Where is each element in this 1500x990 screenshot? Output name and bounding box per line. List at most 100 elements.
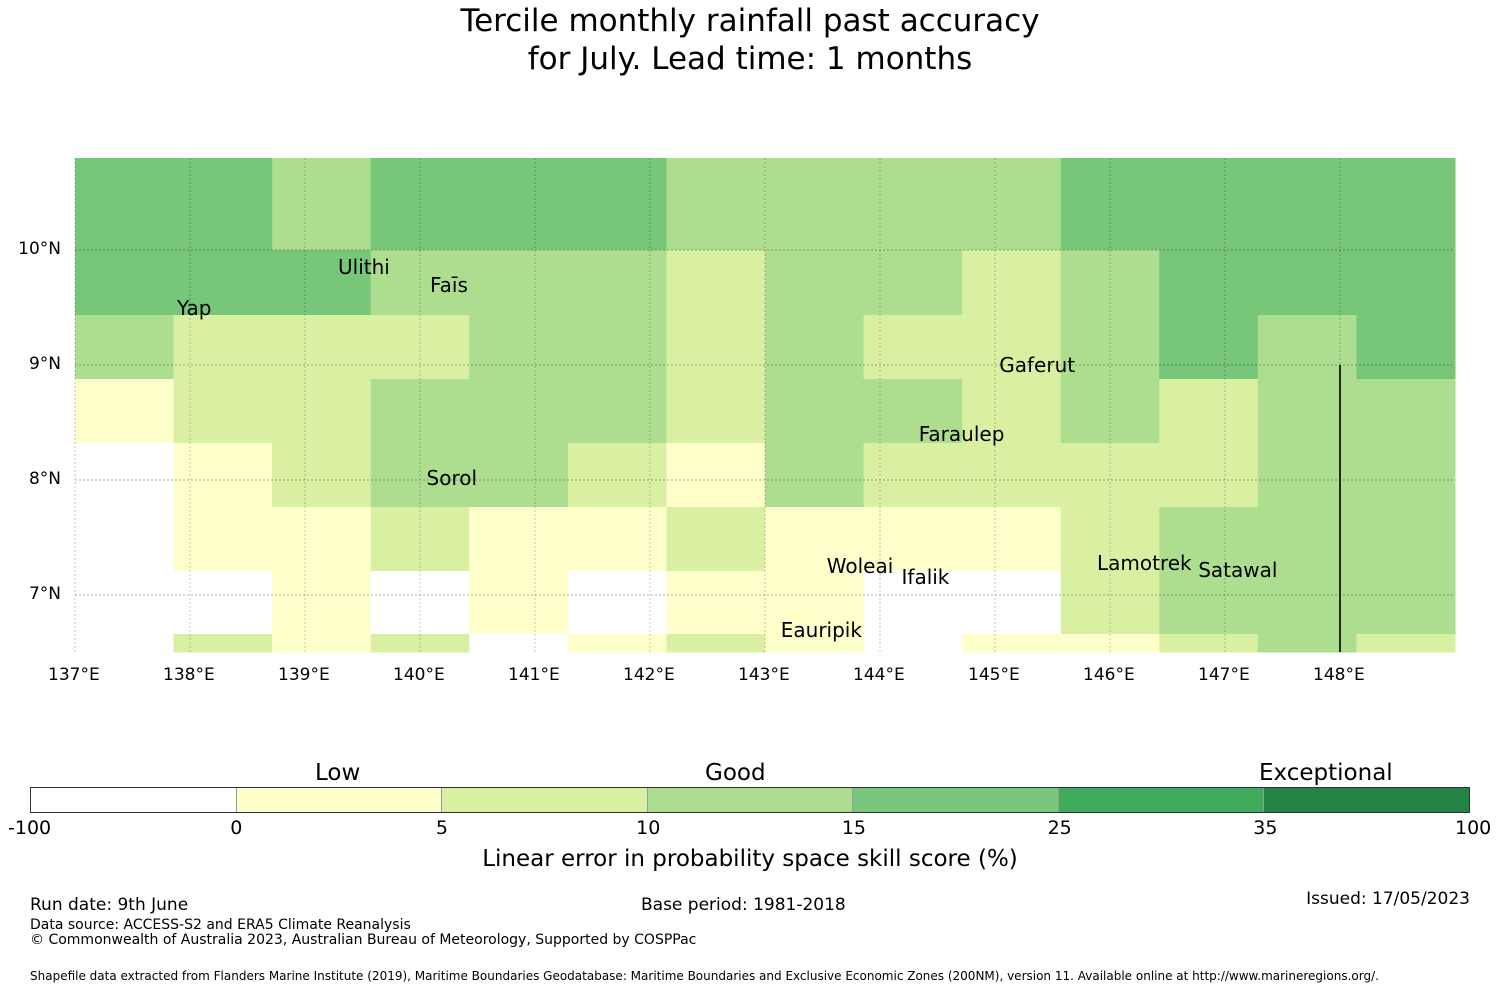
- colorbar-swatch: [1058, 788, 1265, 812]
- map-cell: [272, 634, 372, 653]
- legend-category-good: Good: [705, 760, 766, 786]
- map-cell: [1060, 158, 1160, 187]
- map-cell: [469, 315, 569, 380]
- map-cell: [469, 443, 569, 508]
- map-cell: [469, 379, 569, 444]
- colorbar-tick-label: 5: [435, 817, 449, 839]
- map-cell: [469, 250, 569, 316]
- map-cell: [863, 250, 963, 316]
- map-cell: [1356, 379, 1456, 444]
- map-cell: [1060, 315, 1160, 380]
- legend-category-exceptional: Exceptional: [1259, 760, 1393, 786]
- colorbar-swatch: [31, 788, 237, 812]
- map-cell: [962, 571, 1062, 635]
- map-cell: [666, 507, 766, 572]
- map-cell: [370, 443, 470, 508]
- map-cell: [765, 507, 865, 572]
- map-cell: [863, 315, 963, 380]
- longitude-tick-label: 140°E: [393, 665, 445, 685]
- map-cell: [75, 507, 175, 572]
- map-cell: [370, 507, 470, 572]
- place-label: Ulithi: [338, 255, 390, 280]
- map-cell: [75, 443, 175, 508]
- map-cell: [173, 571, 273, 635]
- map-cell: [666, 315, 766, 380]
- longitude-tick-label: 137°E: [48, 665, 100, 685]
- map-cell: [962, 158, 1062, 187]
- map-cell: [1257, 315, 1357, 380]
- longitude-tick-label: 141°E: [508, 665, 560, 685]
- map-cell: [272, 379, 372, 444]
- map-cell: [666, 158, 766, 187]
- map-cell: [765, 315, 865, 380]
- colorbar-swatch: [647, 788, 854, 812]
- longitude-tick-label: 148°E: [1313, 665, 1365, 685]
- map-cell: [863, 379, 963, 444]
- colorbar-tick-label: 35: [1253, 817, 1278, 839]
- map-gridlines: [74, 158, 1455, 652]
- latitude-tick-label: 8°N: [28, 469, 61, 489]
- map-cell: [469, 507, 569, 572]
- longitude-tick-label: 142°E: [623, 665, 675, 685]
- map-cell: [272, 507, 372, 572]
- map-cell: [1060, 571, 1160, 635]
- map-cell: [1060, 507, 1160, 572]
- map-cell: [1356, 250, 1456, 316]
- map-cell: [1356, 443, 1456, 508]
- latitude-tick-label: 7°N: [28, 584, 61, 604]
- place-label: Yap: [177, 295, 212, 320]
- colorbar-tick-label: 15: [841, 817, 867, 839]
- map-cell: [1060, 443, 1160, 508]
- map-cell: [962, 315, 1062, 380]
- map-cell: [1257, 443, 1357, 508]
- map-cell: [173, 634, 273, 653]
- map-cell: [370, 379, 470, 444]
- map-cell: [370, 250, 470, 316]
- place-label: Eauripik: [780, 617, 862, 642]
- map-cell: [962, 507, 1062, 572]
- map-cell: [469, 158, 569, 187]
- map-cell: [370, 315, 470, 380]
- issued-date: Issued: 17/05/2023: [1306, 889, 1470, 909]
- map-cell: [173, 315, 273, 380]
- data-source: Data source: ACCESS-S2 and ERA5 Climate …: [30, 917, 411, 933]
- map-cell: [962, 379, 1062, 444]
- longitude-tick-label: 143°E: [738, 665, 790, 685]
- map-cell: [173, 158, 273, 187]
- colorbar-swatch: [1264, 788, 1470, 812]
- latitude-tick-label: 9°N: [28, 354, 61, 374]
- map-cell: [1159, 443, 1259, 508]
- place-label: Lamotrek: [1097, 550, 1192, 575]
- map-cell: [567, 250, 667, 316]
- map-cell: [1257, 158, 1357, 187]
- map-cell: [272, 250, 372, 316]
- place-label: Ifalik: [901, 564, 950, 589]
- map-cell: [765, 443, 865, 508]
- map-cell: [370, 571, 470, 635]
- map-cell: [173, 507, 273, 572]
- map-cell: [567, 507, 667, 572]
- longitude-tick-label: 147°E: [1198, 665, 1250, 685]
- colorbar-label: Linear error in probability space skill …: [482, 846, 1018, 872]
- map-cell: [1159, 315, 1259, 380]
- map-cell: [1257, 379, 1357, 444]
- map-cell: [863, 443, 963, 508]
- map-cell: [75, 571, 175, 635]
- map-cell: [272, 571, 372, 635]
- colorbar-tick-label: 25: [1047, 817, 1072, 839]
- legend-category-low: Low: [315, 760, 361, 786]
- map-cell: [765, 571, 865, 635]
- map-cell: [75, 634, 175, 653]
- place-label: Faīs: [430, 272, 468, 297]
- base-period: Base period: 1981-2018: [641, 895, 846, 915]
- map-cell: [173, 250, 273, 316]
- map-cell: [863, 571, 963, 635]
- map-cell: [1257, 634, 1357, 653]
- longitude-tick-label: 145°E: [968, 665, 1020, 685]
- map-cell: [469, 571, 569, 635]
- place-label: Sorol: [426, 465, 478, 490]
- map-cell: [1060, 634, 1160, 653]
- map-cell: [666, 250, 766, 316]
- map-cell: [765, 158, 865, 187]
- map-cell: [666, 634, 766, 653]
